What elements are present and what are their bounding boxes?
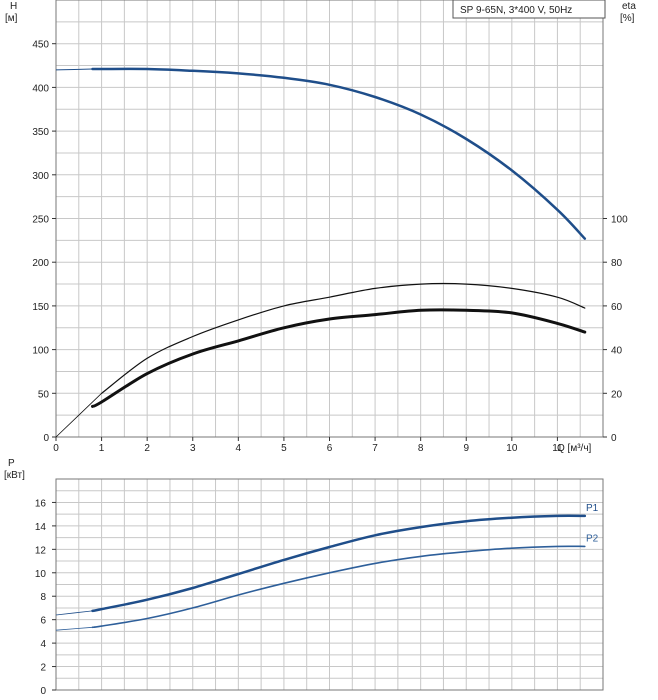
y-tick-label: 350 xyxy=(32,127,49,138)
y-tick-label: 450 xyxy=(32,40,49,51)
x-tick-label: 3 xyxy=(190,443,196,454)
series-eta_thin xyxy=(101,282,586,394)
axes xyxy=(52,0,607,691)
series-head xyxy=(91,67,587,240)
y2-tick-label: 100 xyxy=(611,215,628,226)
power-axis-unit: [кВт] xyxy=(4,470,25,481)
top-chart-grid xyxy=(55,0,604,438)
y2-axis-unit: [%] xyxy=(620,13,635,24)
y2-tick-label: 20 xyxy=(611,389,623,400)
y-tick-label: 16 xyxy=(35,498,47,509)
bottom-chart-grid xyxy=(55,478,604,691)
y-tick-label: 150 xyxy=(32,302,49,313)
y-tick-label: 0 xyxy=(40,686,46,697)
y2-axis-label: eta xyxy=(622,1,636,12)
x-tick-label: 6 xyxy=(327,443,333,454)
y-tick-label: 250 xyxy=(32,215,49,226)
y-tick-label: 8 xyxy=(40,592,46,603)
y2-tick-label: 0 xyxy=(611,433,617,444)
y-tick-label: 12 xyxy=(35,545,47,556)
chart-title-box xyxy=(452,0,606,19)
y-tick-label: 400 xyxy=(32,83,49,94)
series-label-P1: P1 xyxy=(586,503,599,514)
chart-title: SP 9-65N, 3*400 V, 50Hz xyxy=(460,5,572,16)
x-tick-label: 10 xyxy=(506,443,518,454)
curves xyxy=(55,67,587,631)
series-P2-lead xyxy=(55,626,93,631)
y-tick-label: 10 xyxy=(35,569,47,580)
y-tick-label: 50 xyxy=(38,389,50,400)
x-tick-label: 11 xyxy=(552,443,563,454)
x-tick-label: 2 xyxy=(144,443,150,454)
y-tick-label: 14 xyxy=(35,522,47,533)
series-head-lead xyxy=(55,68,93,71)
y-tick-label: 100 xyxy=(32,346,49,357)
series-P2 xyxy=(91,545,586,629)
y-tick-label: 300 xyxy=(32,171,49,182)
y2-tick-label: 40 xyxy=(611,346,623,357)
y2-tick-label: 80 xyxy=(611,258,623,269)
labels: 0501001502002503003504004500204060801000… xyxy=(4,1,636,697)
bottom-plot-frame xyxy=(55,478,604,691)
x-tick-label: 7 xyxy=(372,443,378,454)
y-tick-label: 2 xyxy=(40,663,46,674)
y-tick-label: 0 xyxy=(43,433,49,444)
x-tick-label: 9 xyxy=(463,443,469,454)
power-axis-label: P xyxy=(8,458,15,469)
series-P1 xyxy=(91,514,587,613)
series-eta_thick xyxy=(91,308,587,408)
y-tick-label: 6 xyxy=(40,616,46,627)
x-axis-label: Q [м³/ч] xyxy=(557,443,592,454)
x-tick-label: 4 xyxy=(236,443,242,454)
y-axis-unit: [м] xyxy=(5,13,18,24)
x-tick-label: 0 xyxy=(53,443,59,454)
y-axis-label: H xyxy=(10,1,17,12)
y-tick-label: 200 xyxy=(32,258,49,269)
x-tick-label: 1 xyxy=(99,443,105,454)
y2-tick-label: 60 xyxy=(611,302,623,313)
series-label-P2: P2 xyxy=(586,533,599,544)
series-P1-lead xyxy=(55,610,93,616)
series-eta_thin-lead xyxy=(55,393,102,438)
y-tick-label: 4 xyxy=(40,639,46,650)
x-tick-label: 5 xyxy=(281,443,287,454)
x-tick-label: 8 xyxy=(418,443,424,454)
